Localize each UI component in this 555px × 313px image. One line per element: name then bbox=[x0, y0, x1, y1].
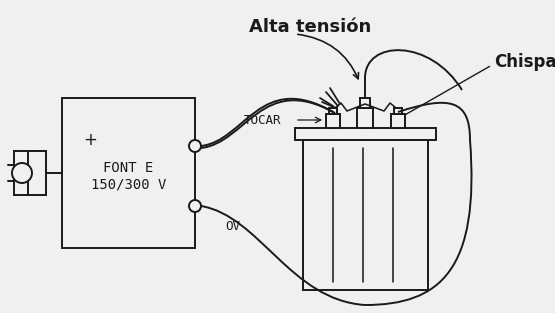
Circle shape bbox=[12, 163, 32, 183]
Text: 150/300 V: 150/300 V bbox=[91, 178, 166, 192]
Text: OV: OV bbox=[225, 219, 240, 233]
Bar bbox=[62, 98, 195, 248]
Text: Alta tensión: Alta tensión bbox=[249, 18, 371, 36]
Bar bbox=[394, 108, 402, 114]
Bar bbox=[391, 114, 405, 128]
Circle shape bbox=[189, 140, 201, 152]
Text: Chispa: Chispa bbox=[494, 53, 555, 71]
Bar bbox=[357, 108, 373, 128]
Text: TOCAR: TOCAR bbox=[244, 114, 281, 126]
Bar bbox=[303, 140, 428, 290]
Bar bbox=[329, 108, 337, 114]
Circle shape bbox=[189, 200, 201, 212]
Bar bbox=[326, 114, 340, 128]
Bar bbox=[28, 151, 46, 195]
Bar bbox=[360, 98, 370, 108]
Bar bbox=[14, 151, 46, 195]
Bar bbox=[295, 128, 436, 140]
Text: +: + bbox=[83, 131, 97, 149]
Text: FONT E: FONT E bbox=[103, 161, 154, 175]
